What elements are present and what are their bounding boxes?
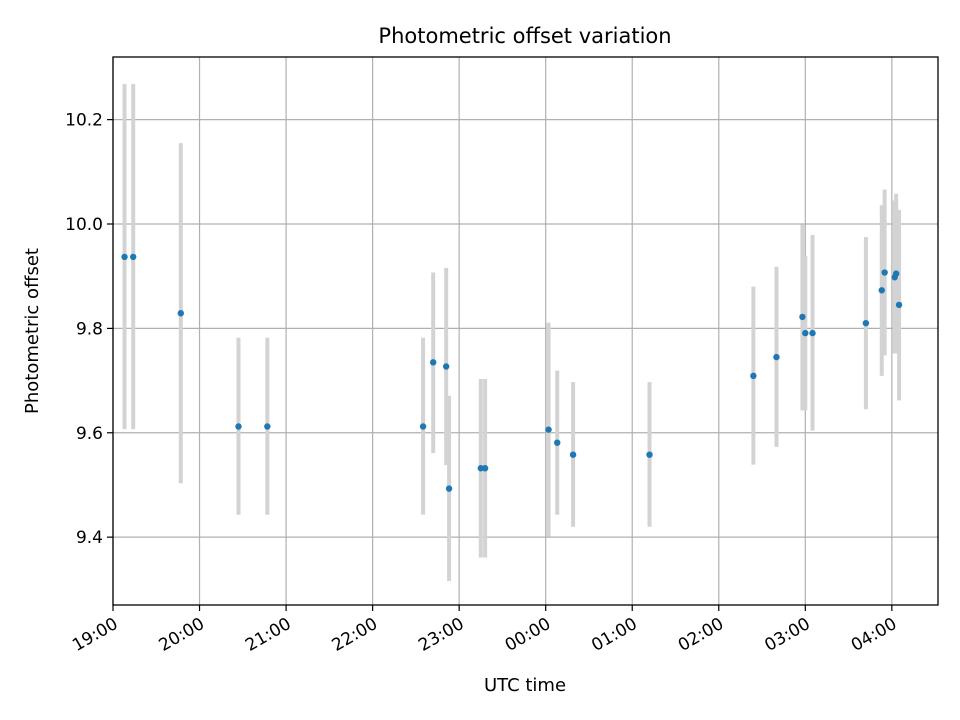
data-point (177, 310, 184, 317)
data-point (429, 359, 437, 366)
data-point (799, 313, 806, 321)
data-point (862, 319, 870, 327)
data-point (121, 253, 128, 261)
data-point (481, 465, 489, 472)
x-tick-label: 02:00 (675, 614, 727, 656)
data-points (121, 253, 903, 492)
plot-frame (112, 56, 939, 606)
y-tick-label: 9.4 (76, 528, 103, 548)
data-point (554, 439, 561, 446)
data-point (569, 451, 577, 458)
x-tick-label: 20:00 (156, 614, 208, 656)
data-point (878, 287, 885, 294)
y-tick-label: 10.0 (65, 215, 103, 235)
y-axis: 9.4 9.6 9.8 10.0 10.2 (65, 111, 113, 548)
x-tick-label: 23:00 (415, 614, 467, 656)
chart-title: Photometric offset variation (378, 24, 671, 48)
y-axis-title: Photometric offset (22, 248, 43, 414)
error-bars (122, 84, 902, 581)
data-point (419, 423, 427, 430)
x-tick-label: 04:00 (848, 614, 900, 656)
data-point (264, 423, 271, 430)
x-tick-label: 21:00 (242, 614, 294, 656)
data-point (750, 372, 757, 380)
x-tick-label: 03:00 (761, 614, 813, 656)
data-point (881, 269, 888, 276)
x-tick-label: 01:00 (588, 614, 640, 656)
data-point (235, 423, 242, 430)
y-tick-label: 9.8 (76, 319, 103, 339)
data-point (802, 329, 809, 337)
data-point (442, 363, 450, 370)
data-point (646, 451, 653, 458)
x-tick-label: 19:00 (69, 614, 121, 656)
x-tick-label: 22:00 (329, 614, 381, 656)
data-point (545, 426, 552, 433)
data-point (773, 353, 780, 361)
x-tick-label: 00:00 (502, 614, 554, 656)
x-axis-title: UTC time (484, 675, 566, 696)
data-point (809, 329, 816, 337)
y-tick-label: 10.2 (65, 111, 103, 131)
x-axis: 19:00 20:00 21:00 22:00 23:00 00:00 01:00 02:00… (69, 605, 900, 656)
y-tick-label: 9.6 (76, 424, 103, 444)
data-point (129, 253, 137, 261)
data-point (892, 270, 900, 277)
data-point (445, 485, 453, 492)
data-point (895, 301, 903, 309)
